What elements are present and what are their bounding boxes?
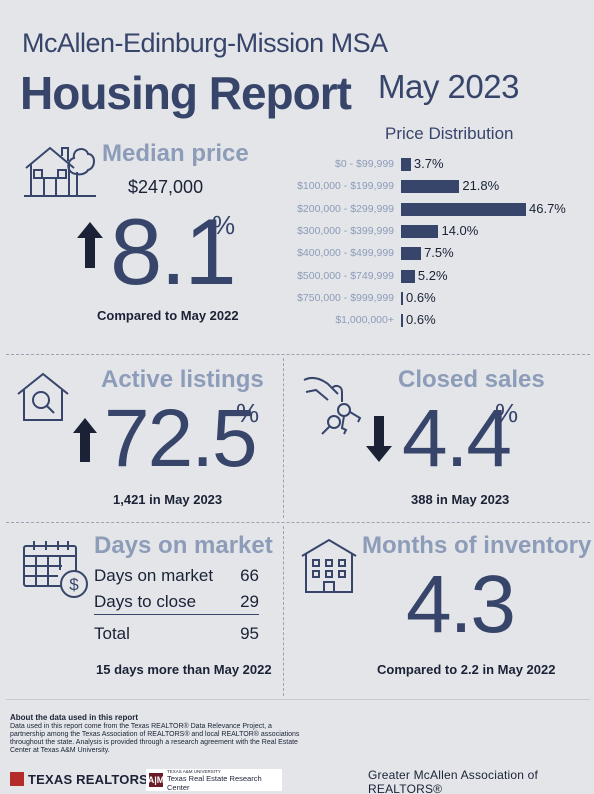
calendar-dollar-icon: $ — [23, 541, 88, 598]
arrow-down-icon — [366, 416, 392, 462]
active-listings-change: 72.5 — [104, 393, 258, 484]
research-center-name: Texas Real Estate Research Center — [167, 773, 262, 792]
percent-sign: % — [236, 398, 260, 428]
median-price-value: $247,000 — [128, 177, 204, 197]
divider — [283, 526, 284, 696]
active-listings-label: Active listings — [101, 366, 264, 393]
texas-realtors-logo-text: TEXAS REALTORS — [28, 771, 149, 787]
texas-am-mark-icon: A|M — [147, 773, 165, 787]
price-distribution-row: $100,000 - $199,999 21.8% — [0, 178, 594, 195]
months-of-inventory-label: Months of inventory — [362, 532, 592, 559]
price-distribution-row: $300,000 - $399,999 14.0% — [0, 223, 594, 240]
divider — [6, 354, 590, 355]
arrow-up-icon — [77, 222, 103, 268]
price-distribution-bar — [401, 224, 439, 238]
research-center-university: TEXAS A&M UNIVERSITY — [167, 768, 221, 774]
price-distribution-bar — [401, 180, 460, 194]
price-distribution-bar — [401, 314, 403, 328]
page-title: Housing Report — [20, 67, 352, 119]
price-distribution-value: 5.2% — [417, 267, 448, 283]
divider — [6, 699, 590, 700]
days-on-market-label: Days on market — [94, 532, 273, 559]
median-price-label: Median price — [102, 140, 249, 167]
price-distribution-value: 14.0% — [441, 222, 479, 238]
price-distribution-value: 3.7% — [413, 156, 444, 171]
house-magnifier-icon — [17, 372, 69, 421]
report-date: May 2023 — [378, 68, 519, 105]
months-of-inventory-value: 4.3 — [406, 559, 516, 650]
texas-realtors-mark-icon — [10, 772, 24, 786]
price-category-label: $750,000 - $999,999 — [297, 291, 394, 304]
divider — [283, 358, 284, 518]
hand-with-keys-icon — [303, 376, 362, 435]
price-category-label: $1,000,000+ — [335, 314, 394, 327]
dom-row-key: Days to close — [94, 592, 197, 611]
percent-sign: % — [212, 210, 236, 240]
closed-sales-detail: 388 in May 2023 — [411, 492, 510, 507]
price-distribution-bar — [401, 158, 411, 171]
median-price-change: 8.1 — [110, 199, 237, 304]
closed-sales-change: 4.4 — [402, 393, 512, 484]
dom-total-key: Total — [94, 624, 130, 643]
median-price-comparison: Compared to May 2022 — [97, 308, 239, 323]
price-distribution-row: $1,000,000+ 0.6% — [0, 312, 594, 329]
research-center-logo: A|M TEXAS A&M UNIVERSITY Texas Real Esta… — [146, 768, 282, 792]
price-distribution-value: 21.8% — [462, 178, 500, 194]
active-listings-detail: 1,421 in May 2023 — [113, 492, 223, 507]
dom-row-key: Days on market — [94, 566, 214, 585]
price-category-label: $400,000 - $499,999 — [297, 247, 394, 260]
region-title: McAllen-Edinburg-Mission MSA — [22, 28, 388, 58]
months-of-inventory-comparison: Compared to 2.2 in May 2022 — [377, 662, 556, 677]
price-category-label: $0 - $99,999 — [335, 158, 394, 170]
svg-text:$: $ — [69, 575, 79, 594]
price-category-label: $100,000 - $199,999 — [297, 180, 394, 193]
price-category-label: $500,000 - $749,999 — [297, 269, 394, 282]
price-distribution-row: $750,000 - $999,999 0.6% — [0, 290, 594, 307]
price-distribution-row: $400,000 - $499,999 7.5% — [0, 245, 594, 262]
price-distribution-bar — [401, 269, 415, 283]
price-distribution-bar — [401, 202, 526, 216]
arrow-up-icon — [73, 418, 97, 462]
house-with-tree-icon — [24, 146, 96, 197]
price-category-label: $200,000 - $299,999 — [297, 202, 394, 215]
about-data-text: Data used in this report come from the T… — [10, 723, 300, 755]
texas-realtors-logo: TEXAS REALTORS — [10, 769, 148, 789]
closed-sales-label: Closed sales — [398, 366, 545, 393]
dom-total-value: 95 — [240, 624, 259, 643]
price-distribution-row: $500,000 - $749,999 5.2% — [0, 268, 594, 285]
price-distribution-value: 7.5% — [424, 245, 454, 261]
price-distribution-value: 0.6% — [406, 312, 436, 328]
price-distribution-value: 0.6% — [406, 289, 436, 305]
price-category-label: $300,000 - $399,999 — [297, 224, 394, 237]
price-distribution-bar — [401, 291, 403, 305]
about-data-title: About the data used in this report — [10, 713, 139, 722]
price-distribution-row: $0 - $99,999 3.7% — [0, 156, 594, 173]
dom-row-value: 66 — [240, 566, 259, 585]
price-distribution-bar — [401, 247, 422, 261]
divider — [6, 522, 590, 523]
apartment-building-icon — [301, 538, 357, 593]
dom-row-value: 29 — [240, 592, 259, 611]
association-name: Greater McAllen Association of REALTORS® — [368, 768, 539, 794]
total-divider — [94, 614, 259, 615]
percent-sign: % — [495, 398, 519, 428]
price-distribution-row: $200,000 - $299,999 46.7% — [0, 201, 594, 218]
days-on-market-comparison: 15 days more than May 2022 — [96, 662, 272, 677]
price-distribution-value: 46.7% — [529, 200, 566, 216]
price-distribution-title: Price Distribution — [385, 124, 514, 143]
